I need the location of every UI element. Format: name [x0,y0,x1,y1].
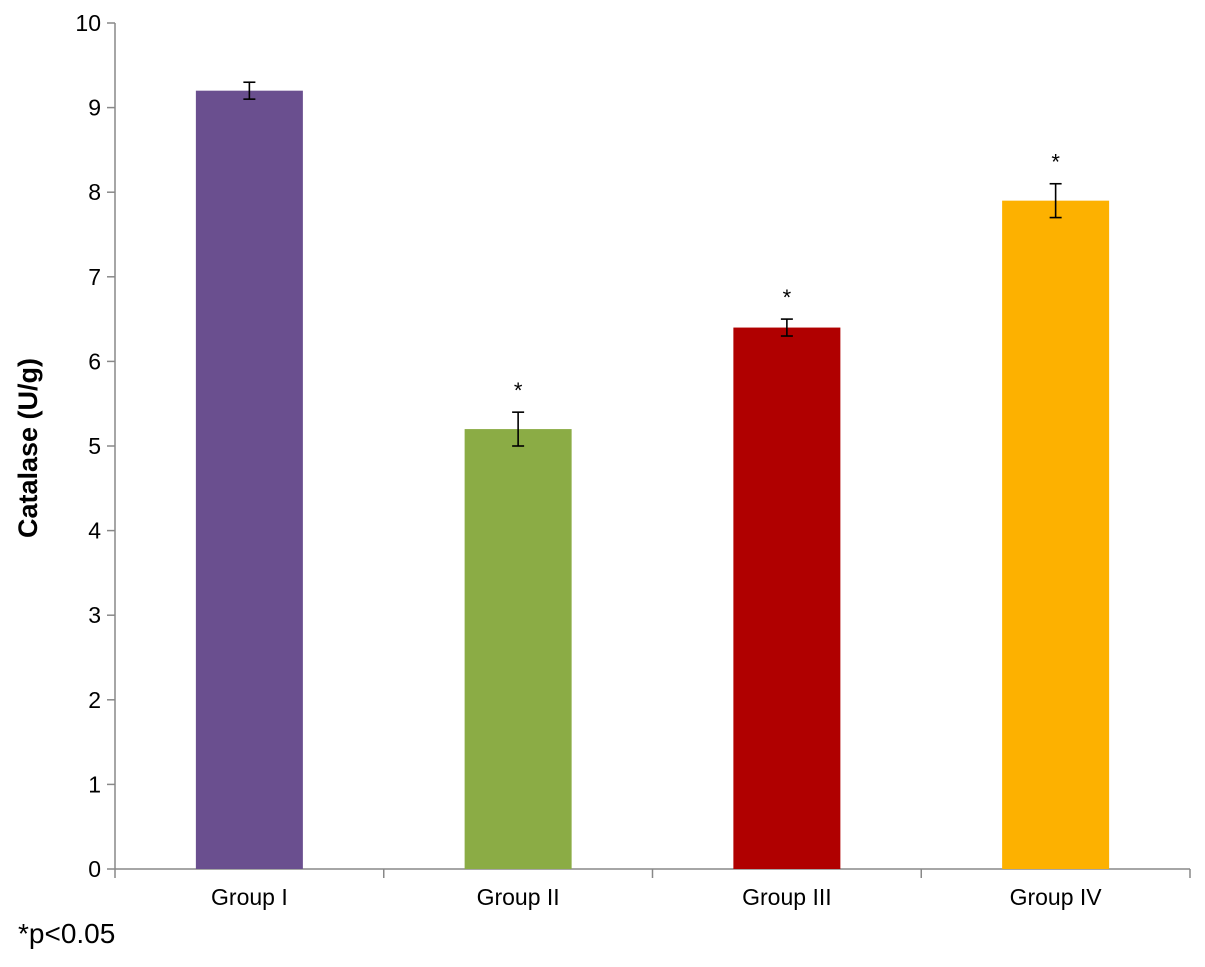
y-tick-label: 1 [88,771,101,797]
bar-group-iii [733,327,841,869]
bars: * * * [195,81,1110,870]
x-axis: Group I Group II Group III Group IV [114,868,1191,910]
bar-group-ii [464,429,572,869]
x-tick-label: Group III [742,884,831,910]
x-tick-label: Group IV [1010,884,1103,910]
y-tick-label: 5 [88,433,101,459]
bar-group-i [195,90,303,870]
y-tick-label: 4 [88,518,101,544]
significance-mark: * [783,285,792,310]
significance-mark: * [1051,150,1060,175]
y-tick-label: 2 [88,687,101,713]
x-tick-label: Group I [211,884,288,910]
y-tick-label: 6 [88,348,101,374]
significance-footnote: *p<0.05 [18,918,116,949]
y-tick-label: 10 [75,10,101,36]
y-tick-label: 9 [88,95,101,121]
y-tick-label: 8 [88,179,101,205]
y-tick-label: 3 [88,602,101,628]
y-axis: 0 1 2 3 4 5 6 7 8 9 10 [75,10,116,882]
x-tick-label: Group II [477,884,560,910]
y-axis-label: Catalase (U/g) [13,358,43,538]
y-tick-label: 0 [88,856,101,882]
y-tick-label: 7 [88,264,101,290]
bar-group-iv [1002,200,1110,869]
significance-mark: * [514,378,523,403]
